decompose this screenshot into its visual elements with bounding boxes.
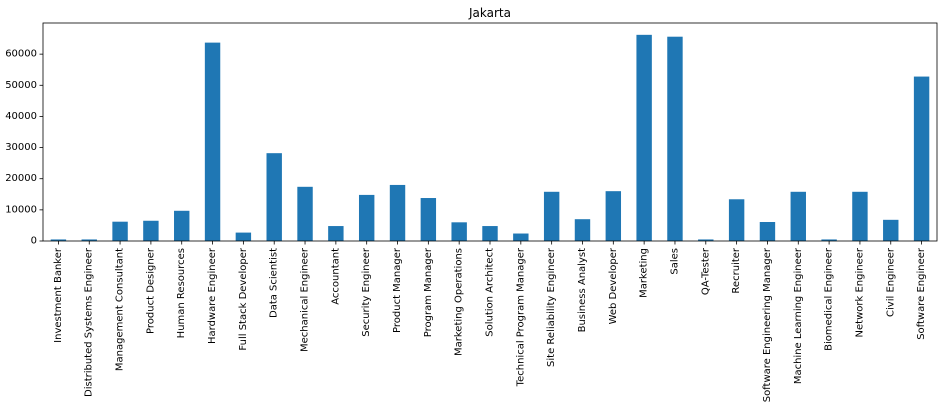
bar-19 [636,34,652,241]
x-tick-label: Sales [669,248,680,275]
x-tick-label: Mechanical Engineer [300,247,311,352]
x-tick-label: Software Engineering Manager [762,247,773,402]
bar-12 [420,198,437,241]
x-tick-label: Civil Engineer [885,247,896,317]
x-tick-label: Human Resources [176,248,187,338]
bar-21 [698,239,714,241]
x-tick-label: Marketing Operations [454,248,465,356]
x-tick-label: Product Manager [392,247,403,333]
y-tick-label: 0 [31,236,37,247]
x-tick-label: Program Manager [423,247,434,337]
x-tick-label: Full Stack Developer [238,247,249,350]
bar-15 [513,233,529,241]
y-tick-label: 60000 [5,49,37,60]
x-tick-label: Technical Program Manager [515,247,526,387]
y-tick-label: 20000 [5,173,37,184]
x-tick-label: Software Engineer [916,247,927,340]
y-tick-label: 10000 [5,204,37,215]
x-tick-label: Hardware Engineer [207,247,218,344]
bar-14 [482,226,498,241]
x-tick-label: Accountant [330,248,341,305]
bar-0 [50,239,67,241]
bar-24 [790,191,806,241]
x-tick-label: Marketing [639,248,650,298]
x-tick-label: Management Consultant [115,248,126,371]
bar-28 [913,76,930,242]
x-tick-label: Product Designer [145,247,156,334]
bar-22 [728,199,745,241]
x-tick-label: Recruiter [731,247,742,293]
bar-8 [297,186,313,241]
bar-7 [266,153,282,241]
bar-10 [358,194,375,241]
x-tick-label: Distributed Systems Engineer [84,247,95,397]
x-tick-label: Solution Architect [485,248,496,337]
bar-27 [883,219,899,241]
bar-18 [605,191,622,241]
bar-11 [389,184,406,241]
x-tick-label: Investment Banker [53,247,64,343]
bar-20 [667,36,683,242]
y-tick-label: 40000 [5,111,37,122]
bar-6 [235,232,252,241]
y-axis: 0 10000 20000 30000 40000 50000 60000 [5,49,43,247]
bar-26 [852,191,868,241]
y-tick-label: 30000 [5,142,37,153]
x-tick-label: Machine Learning Engineer [793,247,804,384]
x-axis: Investment Banker Distributed Systems Eng… [53,241,927,402]
bar-2 [112,221,128,241]
bars-group [50,34,930,242]
bar-9 [328,226,344,241]
x-tick-label: Network Engineer [854,247,865,337]
x-tick-label: Data Scientist [269,248,280,318]
bar-3 [143,220,159,241]
bar-1 [81,239,97,241]
bar-16 [543,191,560,241]
bar-17 [574,219,591,241]
bar-4 [174,210,190,241]
x-tick-label: Security Engineer [361,247,372,337]
x-tick-label: Web Developer [608,247,619,324]
x-tick-label: QA-Tester [700,247,711,295]
bar-5 [204,42,221,242]
chart-title: Jakarta [468,6,511,20]
y-tick-label: 50000 [5,80,37,91]
x-tick-label: Biomedical Engineer [824,247,835,351]
x-tick-label: Business Analyst [577,248,588,332]
bar-23 [759,222,776,241]
plot-frame [42,22,938,242]
x-tick-label: Site Reliability Engineer [546,247,557,367]
bar-13 [451,222,467,241]
bar-25 [821,239,837,241]
